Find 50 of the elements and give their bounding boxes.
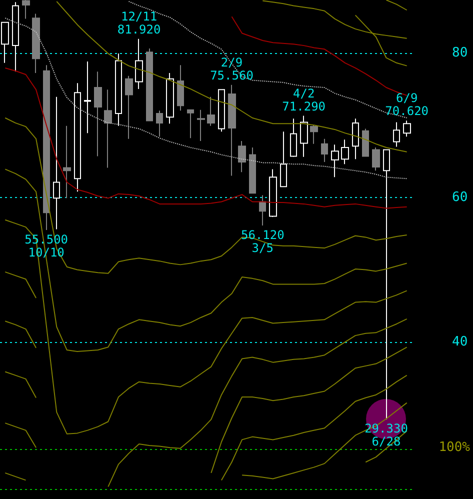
candlestick [43,64,50,230]
candlestick [22,0,30,20]
annotation: 6/9 70.620 [385,91,429,118]
candlestick [238,140,246,173]
candlestick [403,120,411,138]
candlestick [331,144,339,178]
y-tick-label: 40 [452,334,468,350]
candlestick [104,89,112,168]
annotation: 2/9 75.560 [210,55,254,82]
candlestick [341,139,349,165]
candlestick [280,131,287,188]
candlestick [259,194,266,226]
annotation: 4/2 71.290 [282,86,326,114]
candlestick [146,48,153,122]
candlestick [372,147,380,172]
annotation: 12/11 81.920 [117,9,161,36]
candlestick [207,96,215,126]
candlestick [156,110,163,138]
candlestick [125,75,133,140]
candlestick [94,71,102,157]
candlestick [197,109,205,142]
candlestick [135,38,143,90]
candlestick [310,124,318,144]
candlestick [32,13,40,74]
candlestick [218,89,225,132]
candlestick [53,96,60,230]
candlestick [63,125,71,199]
line-series [4,219,408,434]
candlestick [166,72,174,124]
candlestick [74,82,81,192]
candlestick [84,60,91,134]
candlestick [321,138,328,162]
candlestick [383,149,390,420]
candlestick [269,168,277,218]
candlestick [115,53,122,126]
annotation: 56.120 3/5 [240,228,284,255]
candlestick [300,115,308,158]
line-series [4,168,408,352]
candlestick [362,128,369,157]
candlestick [177,64,184,112]
text: 100% [438,440,470,456]
y-tick-label: 60 [452,190,468,205]
candlestick [352,118,359,160]
candlestick [228,84,236,176]
candlestick [290,118,297,158]
candlestick [249,147,256,194]
candlestick [187,109,194,139]
line-series [4,117,408,274]
candlestick [393,122,400,148]
y-tick-label: 80 [452,45,468,60]
